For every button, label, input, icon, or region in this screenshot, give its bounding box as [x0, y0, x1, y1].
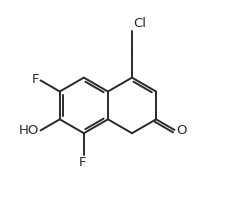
Text: HO: HO [19, 124, 39, 137]
Text: O: O [176, 124, 186, 137]
Text: Cl: Cl [133, 17, 146, 30]
Text: F: F [79, 156, 86, 169]
Text: F: F [32, 73, 39, 86]
